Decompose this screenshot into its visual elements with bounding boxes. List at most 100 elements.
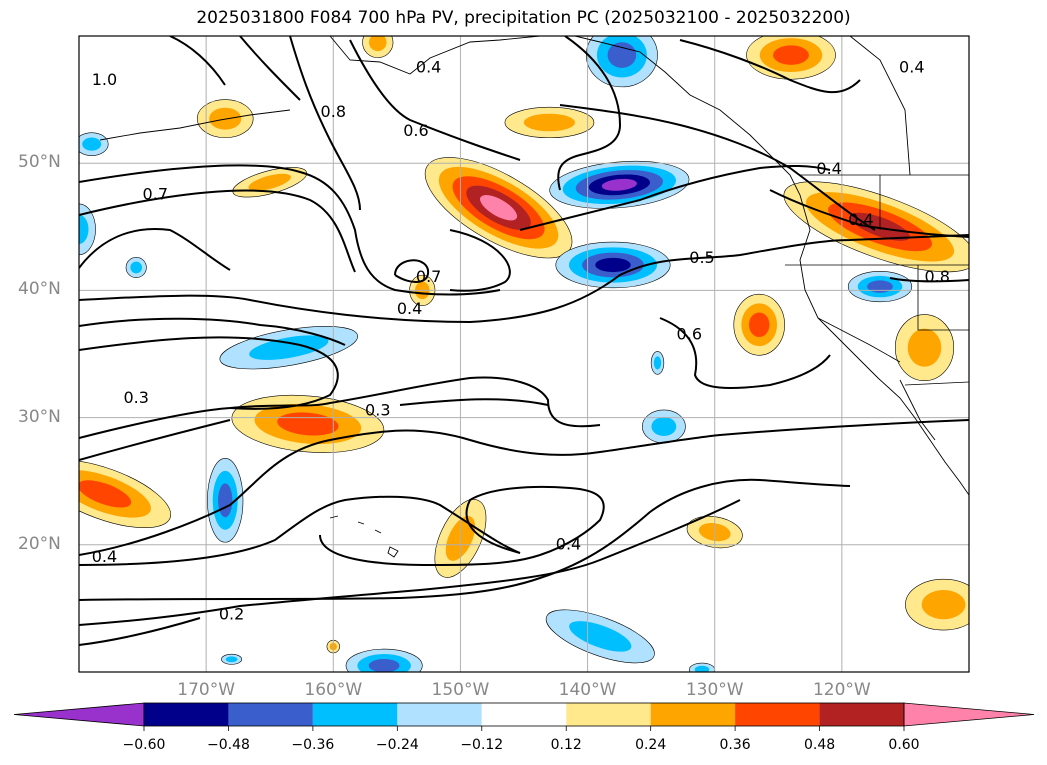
precip-anomaly-blob <box>905 578 969 631</box>
contour-label: 0.4 <box>397 299 422 318</box>
precip-anomaly-blob <box>549 160 690 209</box>
precip-anomaly-blob <box>221 653 243 665</box>
colorbar-tick-label: 0.24 <box>635 737 667 753</box>
lon-tick-label: 150°W <box>431 680 490 700</box>
contour-label: 0.7 <box>416 267 441 286</box>
hawaiian-islands <box>329 515 399 558</box>
precip-level-band <box>773 45 809 65</box>
precip-level-band <box>921 589 966 620</box>
precip-level-band <box>368 658 400 672</box>
contour-label: 0.4 <box>848 210 873 229</box>
precip-anomaly-blob <box>555 241 671 289</box>
colorbar-extend-high <box>903 702 1035 727</box>
colorbar-tick-label: 0.36 <box>719 737 751 753</box>
precip-level-band <box>653 356 662 370</box>
political-borders <box>785 174 969 386</box>
colorbar-segment <box>144 703 229 726</box>
precip-anomaly-blob <box>345 648 423 672</box>
colorbar <box>13 702 1035 731</box>
contour-label: 1.0 <box>92 70 117 89</box>
precip-anomaly-blob <box>688 662 716 672</box>
contour-label: 0.4 <box>899 57 924 76</box>
precip-level-band <box>480 195 518 221</box>
precip-level-band <box>748 312 770 338</box>
colorbar-segment <box>481 703 567 726</box>
contour-label: 0.8 <box>924 267 949 286</box>
lat-tick-label: 20°N <box>18 533 61 554</box>
colorbar-extend-low <box>13 702 145 727</box>
contour-label: 0.6 <box>403 121 428 140</box>
lat-tick-label: 30°N <box>18 406 61 427</box>
precip-level-band <box>218 483 233 518</box>
precip-anomaly-blob <box>125 257 147 278</box>
precip-level-band <box>601 178 637 191</box>
precip-anomaly-blob <box>847 271 913 303</box>
pv-contours <box>79 36 969 646</box>
contour-label: 0.3 <box>123 388 148 407</box>
precip-level-band <box>607 42 637 68</box>
precip-level-band <box>249 335 329 360</box>
precip-level-band <box>277 412 339 436</box>
lat-tick-label: 50°N <box>18 152 61 173</box>
lon-tick-label: 170°W <box>177 680 236 700</box>
colorbar-segment <box>735 703 820 726</box>
precip-anomaly-blob <box>207 458 244 543</box>
precip-level-band <box>248 173 291 191</box>
colorbar-segment <box>397 703 482 726</box>
precip-anomaly-blob <box>641 409 686 444</box>
colorbar-segment <box>312 703 398 726</box>
precipitation-shading <box>79 36 969 672</box>
contour-label: 0.3 <box>365 401 390 420</box>
gridlines <box>79 36 969 672</box>
contour-label: 0.6 <box>677 324 702 343</box>
colorbar-tick-label: −0.60 <box>122 737 166 753</box>
colorbar-tick-label: −0.12 <box>460 737 504 753</box>
contour-labels: 1.0 0.8 0.4 0.6 0.7 0.7 0.4 0.5 0.6 0.4 0.4 0.4 0.8 0… <box>92 57 950 623</box>
precip-anomaly-blob <box>650 351 665 375</box>
precip-level-band <box>369 36 387 52</box>
map-frame <box>78 35 970 673</box>
precip-anomaly-blob <box>545 609 655 664</box>
precip-anomaly-blob <box>79 132 109 156</box>
precip-level-band <box>694 665 710 672</box>
precip-level-band <box>82 137 102 151</box>
colorbar-tick-label: −0.48 <box>206 737 250 753</box>
precip-anomaly-blob <box>586 36 658 88</box>
precip-anomaly-blob <box>231 395 385 453</box>
colorbar-segment <box>566 703 651 726</box>
precip-level-band <box>651 417 677 437</box>
lon-tick-label: 130°W <box>685 680 744 700</box>
precip-anomaly-blob <box>504 106 595 139</box>
lon-tick-label: 160°W <box>304 680 363 700</box>
colorbar-segment <box>819 703 904 726</box>
precip-level-band <box>595 257 631 273</box>
contour-label: 0.4 <box>556 534 581 553</box>
precip-level-band <box>79 214 89 244</box>
precip-anomaly-blob <box>746 36 836 80</box>
contour-label: 0.4 <box>816 159 841 178</box>
precip-level-band <box>130 261 143 274</box>
colorbar-frame <box>143 702 905 727</box>
contour-label: 0.5 <box>689 248 714 267</box>
colorbar-segment <box>650 703 736 726</box>
precip-level-band <box>79 480 132 508</box>
precip-anomaly-blob <box>79 203 96 256</box>
precip-level-band <box>907 328 942 367</box>
contour-label: 0.4 <box>92 547 117 566</box>
lat-tick-label: 40°N <box>18 279 61 300</box>
colorbar-tick-label: 0.48 <box>803 737 836 753</box>
precip-anomaly-blob <box>733 293 785 356</box>
colorbar-segment <box>228 703 313 726</box>
lon-tick-label: 120°W <box>812 680 871 700</box>
colorbar-tick-label: −0.36 <box>291 737 335 753</box>
colorbar-tick-label: 0.12 <box>550 737 582 753</box>
colorbar-tick-label: 0.60 <box>888 737 920 753</box>
colorbar-tick-label: −0.24 <box>375 737 419 753</box>
contour-label: 0.7 <box>143 185 168 204</box>
precip-level-band <box>523 113 575 132</box>
chart-title: 2025031800 F084 700 hPa PV, precipitatio… <box>196 8 851 28</box>
precip-level-band <box>867 280 893 293</box>
precip-anomaly-blob <box>362 36 394 58</box>
precip-level-band <box>225 656 238 663</box>
